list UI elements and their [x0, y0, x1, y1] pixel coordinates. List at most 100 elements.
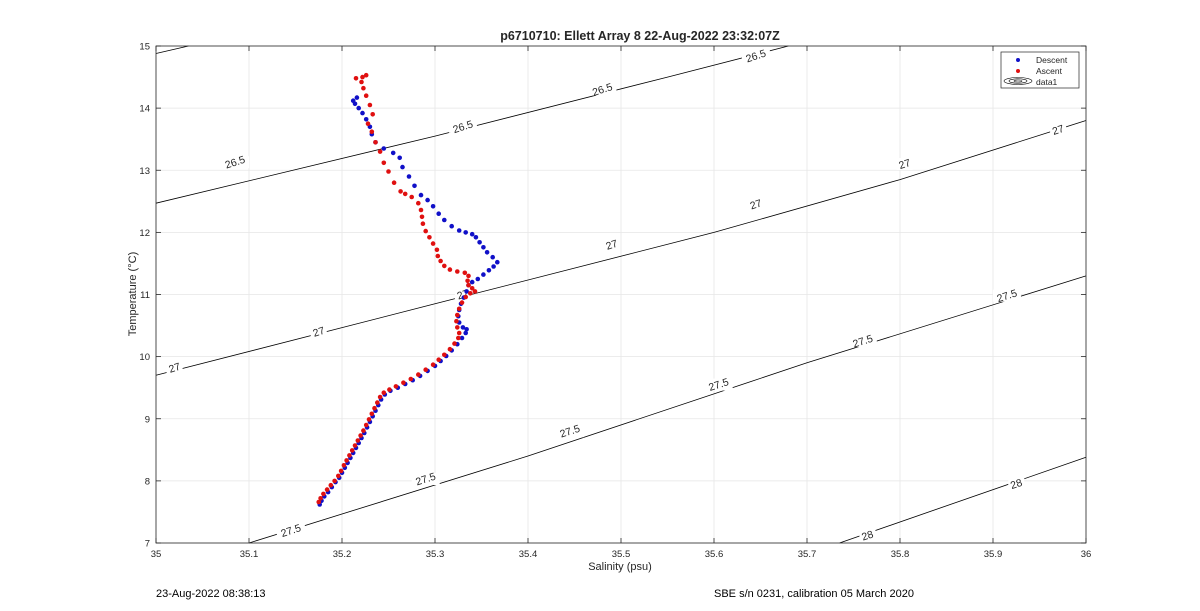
ascent-point — [455, 312, 460, 318]
contour-label-bg — [747, 198, 764, 211]
ascent-point — [454, 318, 459, 324]
series-ascent — [316, 72, 478, 505]
y-tick-label: 9 — [145, 414, 150, 425]
ascent-point — [349, 448, 355, 453]
descent-point — [473, 235, 479, 240]
ascent-point — [418, 207, 424, 213]
contour-line-28 — [839, 456, 1087, 544]
ascent-point — [402, 191, 408, 197]
ascent-point — [381, 160, 387, 166]
ascent-point — [321, 491, 326, 497]
descent-point — [418, 192, 424, 198]
descent-point — [469, 279, 475, 285]
ascent-point — [391, 180, 397, 185]
ascent-point — [377, 394, 383, 400]
ascent-point — [466, 282, 471, 288]
ascent-point — [361, 428, 366, 433]
contour-label: 28 — [860, 528, 875, 543]
legend-contour-icon — [1003, 77, 1033, 85]
descent-point — [397, 155, 403, 161]
contour-label: 27 — [311, 325, 326, 340]
x-tick-label: 36 — [1081, 549, 1092, 560]
ascent-point — [355, 438, 361, 443]
contour-line-26-5 — [155, 45, 789, 204]
ascent-point — [442, 263, 447, 269]
x-tick-label: 35.2 — [333, 549, 352, 560]
ascent-point — [324, 487, 330, 492]
contour-label-bg — [1008, 477, 1025, 490]
ascent-point — [466, 273, 471, 279]
x-axis-label: Salinity (psu) — [588, 561, 652, 573]
ascent-point — [472, 289, 478, 294]
x-tick-label: 35.4 — [519, 549, 538, 560]
ascent-point — [347, 453, 352, 458]
ascent-point — [353, 76, 359, 81]
legend-descent-marker — [1016, 58, 1020, 62]
ascent-point — [438, 258, 443, 264]
ascent-point — [409, 194, 415, 200]
y-tick-label: 15 — [139, 42, 150, 53]
x-tick-label: 35.3 — [426, 549, 445, 560]
ascent-point — [468, 291, 473, 296]
ascent-point — [427, 235, 432, 240]
descent-point — [406, 174, 412, 179]
contour-line-26-5 — [155, 45, 189, 54]
descent-point — [481, 245, 486, 250]
density-contours: 26.526.526.526.52727272727272727.527.527… — [155, 45, 1087, 544]
ascent-point — [452, 341, 457, 346]
descent-point — [475, 276, 481, 282]
descent-point — [469, 231, 475, 237]
contour-label: 27 — [897, 157, 912, 172]
descent-point — [484, 250, 490, 255]
y-tick-label: 11 — [140, 290, 150, 301]
ascent-point — [373, 140, 378, 145]
descent-point — [481, 272, 486, 277]
descent-point — [430, 204, 436, 209]
descent-point — [350, 98, 356, 103]
ascent-point — [370, 112, 376, 117]
descent-point — [412, 183, 417, 189]
descent-point — [495, 259, 500, 265]
contour-label-bg — [166, 361, 183, 374]
axis-ticks: 35 35.1 35.2 35.3 35.4 35.5 35.6 35.7 35.8 35.9 36… — [139, 42, 1091, 561]
legend-ascent-marker — [1016, 69, 1020, 73]
descent-point — [463, 230, 469, 235]
contour-label: 27 — [167, 361, 182, 376]
ascent-point — [435, 253, 441, 259]
footer-timestamp: 23-Aug-2022 08:38:13 — [156, 588, 266, 600]
contour-label-bg — [411, 473, 440, 486]
ascent-point — [442, 352, 447, 358]
ascent-point — [360, 74, 365, 80]
descent-point — [356, 105, 362, 111]
contour-line-27-5 — [248, 275, 1087, 544]
y-tick-label: 13 — [139, 166, 150, 177]
ascent-point — [377, 149, 383, 154]
descent-point — [477, 240, 482, 245]
contour-label-bg — [859, 529, 876, 542]
contour-label-bg — [448, 120, 477, 133]
ascent-point — [455, 269, 460, 274]
ascent-point — [416, 372, 421, 377]
ascent-point — [367, 102, 373, 108]
ascent-point — [358, 433, 363, 438]
ascent-point — [469, 286, 475, 291]
contour-label: 27 — [604, 238, 619, 253]
ascent-point — [359, 79, 364, 85]
ascent-point — [332, 478, 337, 484]
x-tick-label: 35.1 — [240, 549, 259, 560]
ascent-point — [338, 468, 344, 474]
data-series — [316, 72, 500, 507]
y-tick-label: 8 — [145, 476, 150, 487]
ascent-point — [456, 335, 461, 341]
contour-label: 27 — [749, 197, 764, 212]
descent-point — [363, 117, 369, 122]
ascent-point — [369, 411, 375, 417]
ascent-point — [363, 72, 369, 78]
ascent-point — [430, 241, 436, 246]
contour-label-bg — [555, 425, 584, 438]
ascent-point — [401, 380, 406, 386]
x-tick-label: 35.8 — [891, 549, 910, 560]
ascent-point — [408, 376, 414, 382]
descent-point — [360, 110, 365, 116]
ascent-point — [447, 267, 453, 272]
